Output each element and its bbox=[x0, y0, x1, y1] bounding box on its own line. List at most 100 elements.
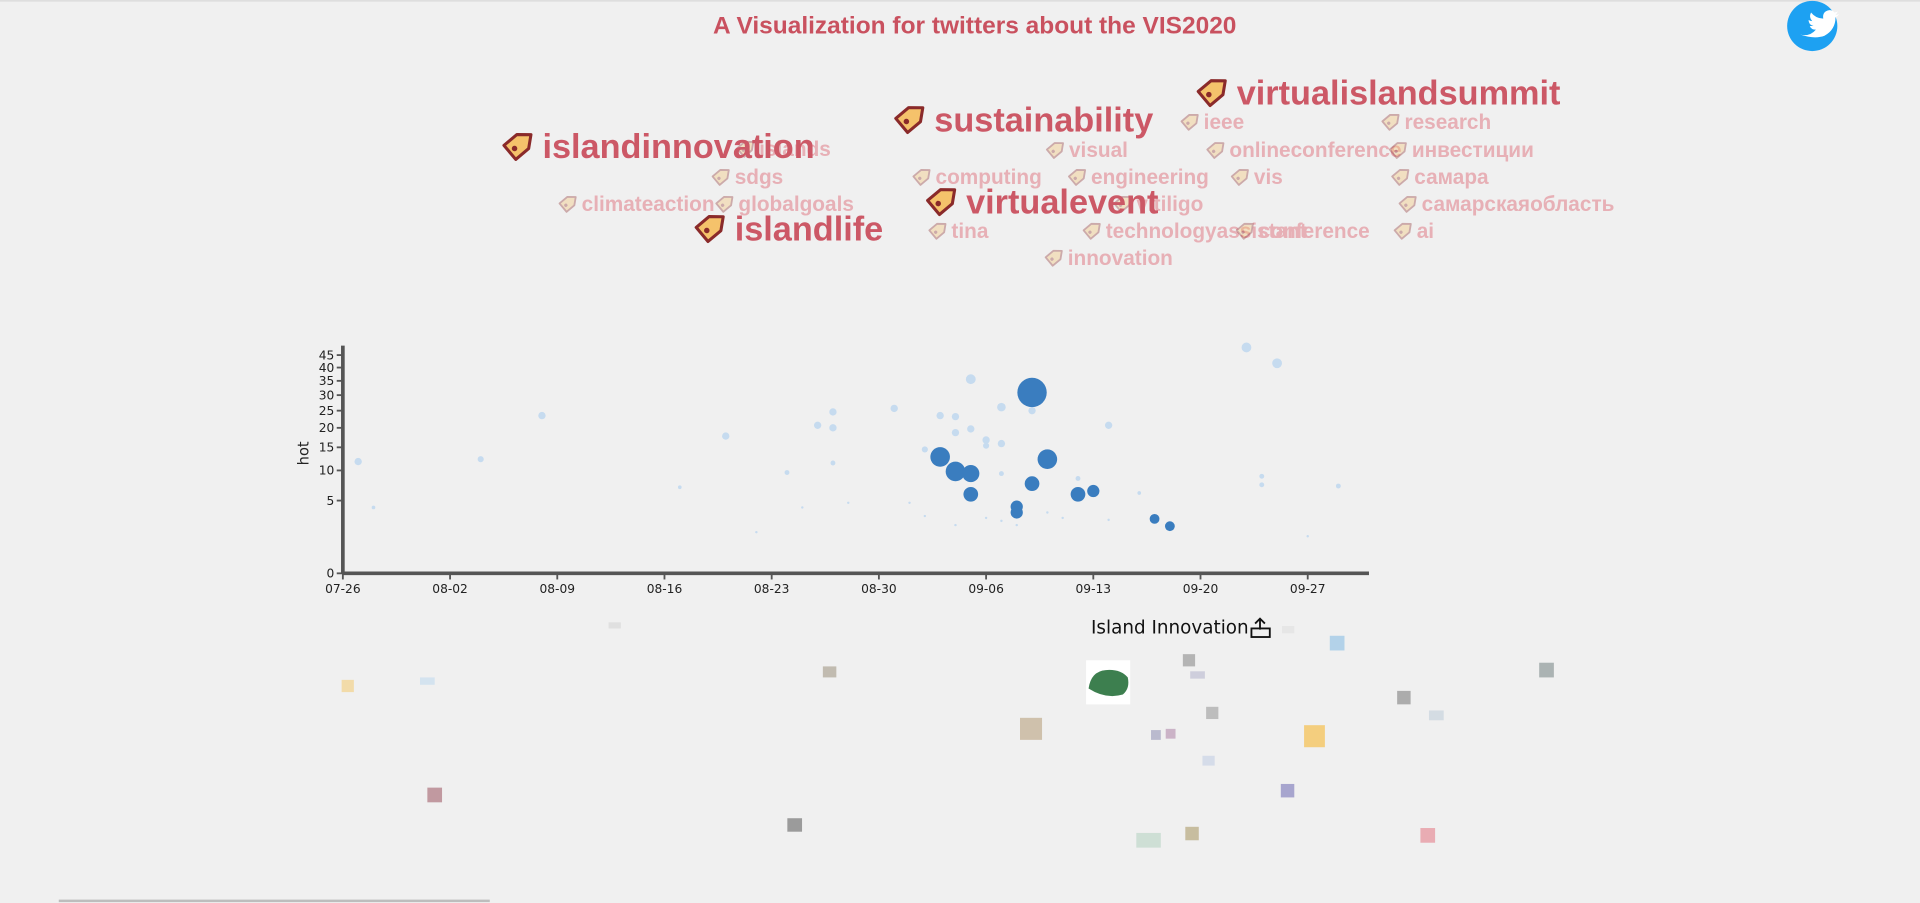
data-point[interactable] bbox=[982, 436, 990, 444]
tweet-thumbnail[interactable] bbox=[1428, 710, 1444, 721]
data-point[interactable] bbox=[962, 465, 980, 483]
data-point[interactable] bbox=[371, 505, 376, 510]
tag[interactable]: innovation bbox=[1068, 247, 1173, 270]
tweet-thumbnail[interactable] bbox=[1190, 671, 1205, 679]
data-point[interactable] bbox=[1028, 406, 1036, 415]
data-point[interactable] bbox=[984, 516, 988, 520]
tweet-thumbnail[interactable] bbox=[822, 666, 837, 678]
tag[interactable]: инвестиции bbox=[1412, 139, 1534, 162]
data-point[interactable] bbox=[813, 421, 822, 429]
data-point[interactable] bbox=[1104, 421, 1113, 429]
data-point[interactable] bbox=[538, 411, 546, 420]
data-point[interactable] bbox=[1259, 473, 1265, 479]
tag[interactable]: research bbox=[1404, 111, 1491, 134]
data-point[interactable] bbox=[1017, 377, 1047, 408]
tag[interactable]: computing bbox=[936, 166, 1042, 189]
tag[interactable]: vitiligo bbox=[1136, 193, 1203, 216]
tag[interactable]: islands bbox=[759, 138, 831, 161]
tag[interactable]: onlineconference bbox=[1229, 139, 1401, 162]
top-tag[interactable]: virtualevent bbox=[966, 183, 1158, 221]
tag[interactable]: conference bbox=[1259, 220, 1370, 243]
tweet-thumbnail[interactable] bbox=[427, 787, 443, 803]
data-point[interactable] bbox=[1259, 482, 1265, 488]
tag[interactable]: ai bbox=[1417, 220, 1434, 243]
tag[interactable]: engineering bbox=[1091, 166, 1209, 189]
tag[interactable]: ieee bbox=[1204, 111, 1244, 134]
twitter-bird[interactable] bbox=[1800, 10, 1840, 38]
tweet-thumbnail[interactable] bbox=[1280, 783, 1295, 798]
tweet-thumbnail[interactable] bbox=[608, 622, 621, 629]
data-point[interactable] bbox=[1000, 519, 1003, 523]
data-point[interactable] bbox=[829, 424, 837, 432]
tag[interactable]: самара bbox=[1414, 166, 1489, 189]
tweet-thumbnail[interactable] bbox=[1136, 832, 1161, 848]
tag[interactable]: sdgs bbox=[735, 166, 784, 189]
tweet-thumbnail[interactable] bbox=[1420, 828, 1436, 843]
data-point[interactable] bbox=[477, 456, 484, 463]
data-point[interactable] bbox=[951, 412, 960, 421]
upload-icon[interactable] bbox=[1250, 617, 1271, 638]
data-point[interactable] bbox=[755, 530, 758, 534]
tweet-thumbnail[interactable] bbox=[1397, 690, 1411, 705]
data-point[interactable] bbox=[998, 471, 1004, 477]
data-point[interactable] bbox=[1164, 521, 1175, 532]
top-tag[interactable]: islandinnovation bbox=[542, 128, 814, 166]
data-point[interactable] bbox=[830, 460, 836, 466]
tag[interactable]: vis bbox=[1254, 166, 1283, 189]
user-avatar-logo[interactable] bbox=[1088, 669, 1129, 697]
data-point[interactable] bbox=[354, 457, 362, 466]
twitter-button[interactable] bbox=[1787, 0, 1840, 52]
data-point[interactable] bbox=[1149, 513, 1160, 524]
data-point[interactable] bbox=[1075, 476, 1081, 481]
data-point[interactable] bbox=[1010, 506, 1023, 519]
tweet-thumbnail[interactable] bbox=[1182, 654, 1196, 667]
data-point[interactable] bbox=[722, 432, 730, 440]
top-tag[interactable]: virtualislandsummit bbox=[1237, 74, 1561, 112]
tweet-thumbnail[interactable] bbox=[1539, 662, 1554, 678]
tag[interactable]: globalgoals bbox=[738, 193, 854, 216]
data-point[interactable] bbox=[784, 470, 790, 475]
data-point[interactable] bbox=[1070, 486, 1086, 502]
data-point[interactable] bbox=[1015, 523, 1018, 527]
data-point[interactable] bbox=[963, 486, 979, 502]
data-point[interactable] bbox=[1137, 491, 1142, 495]
tweet-thumbnail[interactable] bbox=[1329, 635, 1345, 651]
data-point[interactable] bbox=[890, 404, 898, 413]
data-point[interactable] bbox=[936, 411, 944, 420]
data-point[interactable] bbox=[1061, 516, 1064, 520]
tweet-thumbnail[interactable] bbox=[1020, 717, 1043, 740]
data-point[interactable] bbox=[1306, 535, 1309, 538]
data-point[interactable] bbox=[801, 506, 804, 509]
tag[interactable]: climateaction bbox=[582, 193, 715, 216]
data-point[interactable] bbox=[829, 408, 837, 416]
data-point[interactable] bbox=[945, 461, 966, 482]
tweet-thumbnail[interactable] bbox=[787, 818, 803, 832]
data-point[interactable] bbox=[951, 428, 960, 437]
data-point[interactable] bbox=[997, 439, 1006, 448]
tweet-thumbnail[interactable] bbox=[1185, 826, 1199, 841]
tweet-thumbnail[interactable] bbox=[1206, 706, 1219, 720]
data-point[interactable] bbox=[847, 501, 850, 505]
data-point[interactable] bbox=[930, 447, 950, 467]
data-point[interactable] bbox=[908, 501, 911, 505]
tag[interactable]: tina bbox=[951, 220, 988, 243]
tweet-thumbnail[interactable] bbox=[1165, 728, 1176, 739]
data-point[interactable] bbox=[1087, 484, 1100, 498]
data-point[interactable] bbox=[965, 374, 976, 385]
data-point[interactable] bbox=[1241, 342, 1252, 353]
tweet-thumbnail[interactable] bbox=[420, 677, 435, 685]
data-point[interactable] bbox=[1024, 476, 1040, 491]
top-tag[interactable]: islandlife bbox=[735, 210, 884, 248]
tweet-thumbnail[interactable] bbox=[341, 679, 354, 693]
data-point[interactable] bbox=[954, 523, 957, 527]
user-name[interactable]: Island Innovation bbox=[1091, 617, 1249, 638]
data-point[interactable] bbox=[677, 485, 682, 490]
tag[interactable]: visual bbox=[1069, 139, 1128, 162]
data-point[interactable] bbox=[1107, 518, 1110, 522]
data-point[interactable] bbox=[997, 402, 1006, 412]
data-point[interactable] bbox=[1335, 483, 1341, 489]
data-point[interactable] bbox=[1037, 449, 1058, 470]
top-tag[interactable]: sustainability bbox=[934, 101, 1153, 139]
tweet-thumbnail[interactable] bbox=[1282, 625, 1295, 634]
tag[interactable]: самарскаяобласть bbox=[1422, 193, 1615, 216]
